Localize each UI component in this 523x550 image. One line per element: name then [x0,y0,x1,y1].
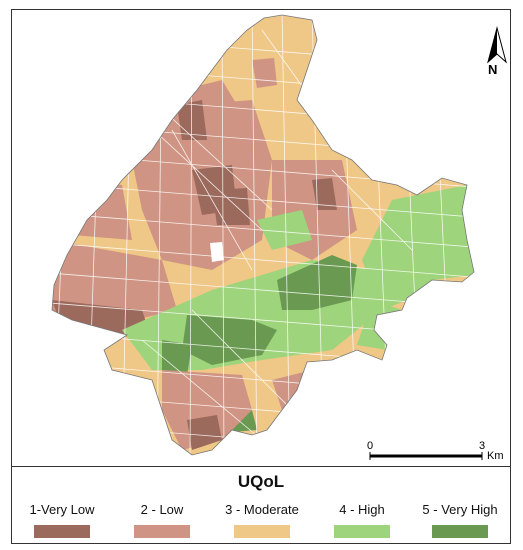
region-very-high [182,315,277,365]
choropleth-map [51,14,475,456]
legend-swatch [134,525,190,538]
scale-unit-label: Km [487,450,504,462]
legend-swatch [234,525,290,538]
parcel-boundaries [52,15,474,455]
region-no-data [210,242,224,262]
region-low [162,370,252,450]
legend-item-moderate: 3 - Moderate [212,502,312,538]
legend-label: 3 - Moderate [225,502,299,517]
legend-item-very-low: 1-Very Low [12,502,112,538]
scale-line [369,452,483,460]
legend-item-low: 2 - Low [112,502,212,538]
legend-item-high: 4 - High [312,502,412,538]
city-boundary [51,14,475,456]
legend-label: 1-Very Low [29,502,95,517]
legend-swatch [334,525,390,538]
legend-label: 4 - High [339,502,385,517]
region-very-high [162,340,192,375]
legend-label: 5 - Very High [422,502,498,517]
region-very-low [212,188,250,225]
scale-start-label: 0 [367,440,374,452]
map-regions [52,15,474,455]
scale-end-label: 3 [479,440,486,452]
legend-swatch [432,525,488,538]
legend-item-very-high: 5 - Very High [410,502,510,538]
region-very-low [312,178,337,210]
scale-bar: 0 3 Km [362,440,512,470]
legend-title: UQoL [237,472,285,491]
north-label: N [488,62,498,77]
region-very-low [187,415,222,450]
map-panel: N 0 3 Km [12,10,510,467]
region-high [257,210,312,250]
region-high [362,185,474,310]
legend-swatch [34,525,90,538]
legend-label: 2 - Low [140,502,184,517]
north-arrow-icon [487,26,507,64]
map-frame: N 0 3 Km UQoL 1-Very Low 2 - Low 3 - Mod… [11,9,511,544]
